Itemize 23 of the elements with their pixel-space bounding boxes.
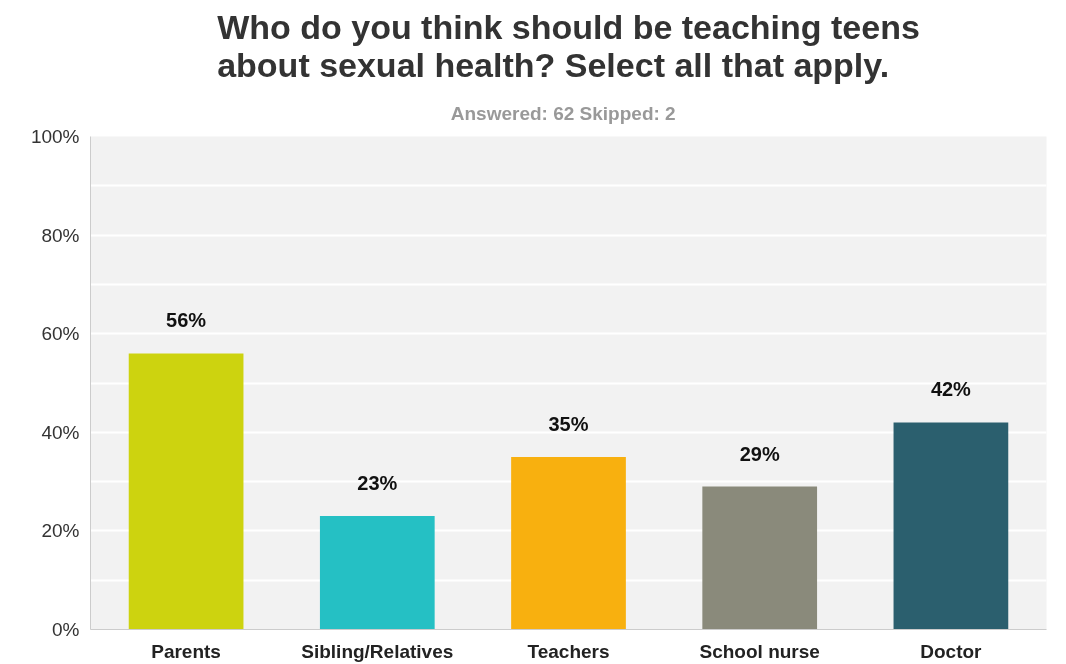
x-tick-label: School nurse (699, 640, 820, 662)
x-tick-label: Teachers (527, 640, 610, 662)
y-tick-label: 0% (52, 619, 80, 640)
y-tick-label: 100% (30, 126, 80, 147)
data-label: 35% (548, 412, 589, 435)
x-tick-label: Sibling/Relatives (301, 640, 454, 662)
chart-title: Who do you think should be teaching teens about sexual health? Select all that apply. (217, 7, 920, 84)
data-label: 29% (739, 442, 780, 465)
bar (511, 456, 626, 630)
data-label: 23% (357, 472, 398, 495)
y-tick-label: 40% (41, 421, 80, 443)
x-tick-label: Parents (151, 640, 221, 662)
chart-subtitle: Answered: 62 Skipped: 2 (450, 103, 676, 124)
x-tick-label: Doctor (920, 640, 983, 662)
bar (128, 353, 244, 630)
data-label: 56% (166, 309, 207, 332)
y-tick-label: 20% (41, 520, 80, 542)
bar (702, 486, 818, 630)
bar (893, 422, 1009, 630)
data-label: 42% (930, 378, 972, 401)
y-tick-label: 60% (41, 323, 80, 345)
y-tick-label: 80% (41, 224, 80, 246)
bar (319, 516, 435, 630)
